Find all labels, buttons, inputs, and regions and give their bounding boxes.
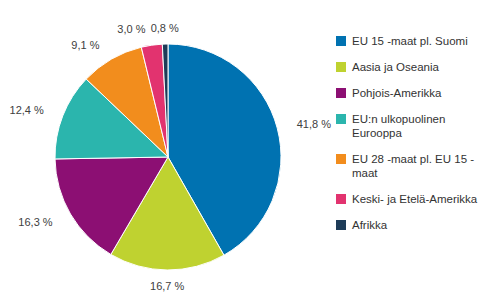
html-text:EU:n ulkopuolinen Eurooppa: EU:n ulkopuolinen Eurooppa — [352, 113, 446, 139]
svg-text:16,3 %: 16,3 % — [18, 216, 52, 228]
html-text:EU 15 -maat pl. Suomi: EU 15 -maat pl. Suomi — [352, 35, 468, 47]
html-text:Aasia ja Oseania: Aasia ja Oseania — [352, 61, 439, 73]
svg-text:0,8 %: 0,8 % — [151, 22, 179, 34]
html-text:EU 28 -maat pl. EU 15 -maat: EU 28 -maat pl. EU 15 -maat — [352, 153, 475, 179]
html-text:Afrikka: Afrikka — [352, 219, 388, 231]
html-text:Keski- ja Etelä-Amerikka: Keski- ja Etelä-Amerikka — [352, 193, 478, 205]
svg-text:3,0 %: 3,0 % — [117, 23, 145, 35]
svg-text:9,1 %: 9,1 % — [71, 39, 99, 51]
svg-text:12,4 %: 12,4 % — [10, 104, 44, 116]
svg-text:16,7 %: 16,7 % — [150, 280, 184, 292]
svg-text:41,8 %: 41,8 % — [297, 118, 331, 130]
html-text:Pohjois-Amerikka: Pohjois-Amerikka — [352, 87, 442, 99]
